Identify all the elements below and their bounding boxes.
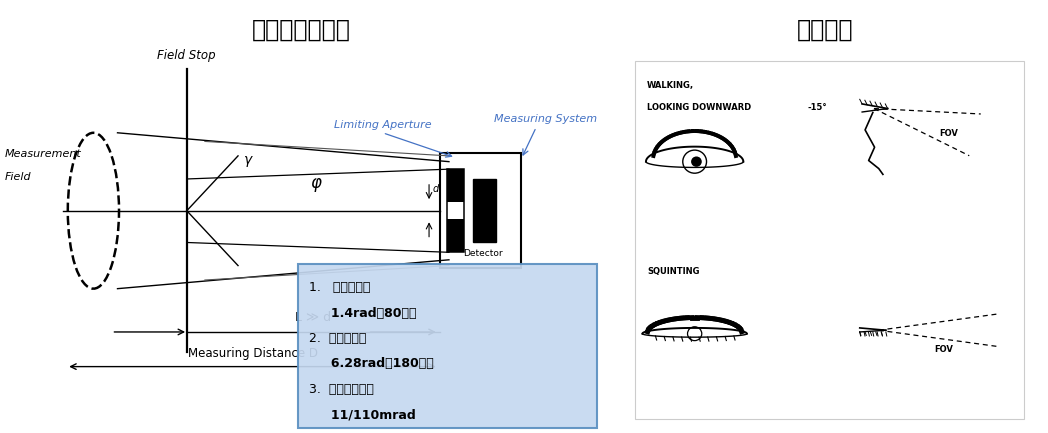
Text: Limiting Aperture: Limiting Aperture [334,120,432,130]
Text: φ: φ [310,174,322,192]
Text: Measuring Distance D: Measuring Distance D [188,347,319,360]
FancyBboxPatch shape [447,169,464,202]
Circle shape [691,156,702,167]
Text: 1.   眼睛危害：: 1. 眼睛危害： [309,281,371,294]
FancyBboxPatch shape [447,220,464,252]
Text: 测量空间立体角: 测量空间立体角 [252,17,351,41]
Text: Detector: Detector [463,249,503,258]
Text: d: d [433,184,439,194]
FancyBboxPatch shape [635,61,1024,419]
Text: 3.  視网膜危害：: 3. 視网膜危害： [309,383,374,396]
Text: -15°: -15° [807,103,827,112]
Text: WALKING,: WALKING, [647,81,694,90]
Text: L ≫ d: L ≫ d [296,311,331,324]
Text: FOV: FOV [939,129,958,138]
Text: FOV: FOV [935,345,954,354]
Text: 1.4rad（80度）: 1.4rad（80度） [309,307,417,320]
Text: LOOKING DOWNWARD: LOOKING DOWNWARD [647,103,751,112]
Text: 11/110mrad: 11/110mrad [309,408,416,421]
Text: 6.28rad（180度）: 6.28rad（180度） [309,357,434,370]
Text: Field Stop: Field Stop [157,49,216,62]
Text: 2.  皮肤危害：: 2. 皮肤危害： [309,332,367,345]
FancyBboxPatch shape [440,153,521,268]
FancyBboxPatch shape [447,169,464,252]
FancyBboxPatch shape [299,264,596,428]
FancyBboxPatch shape [473,179,496,242]
Text: Field: Field [5,172,31,182]
Text: SQUINTING: SQUINTING [647,267,700,276]
Text: Measuring System: Measuring System [494,114,597,124]
Text: Measurement: Measurement [5,149,82,159]
Text: γ: γ [244,153,253,167]
Text: 测量方位: 测量方位 [798,17,853,41]
